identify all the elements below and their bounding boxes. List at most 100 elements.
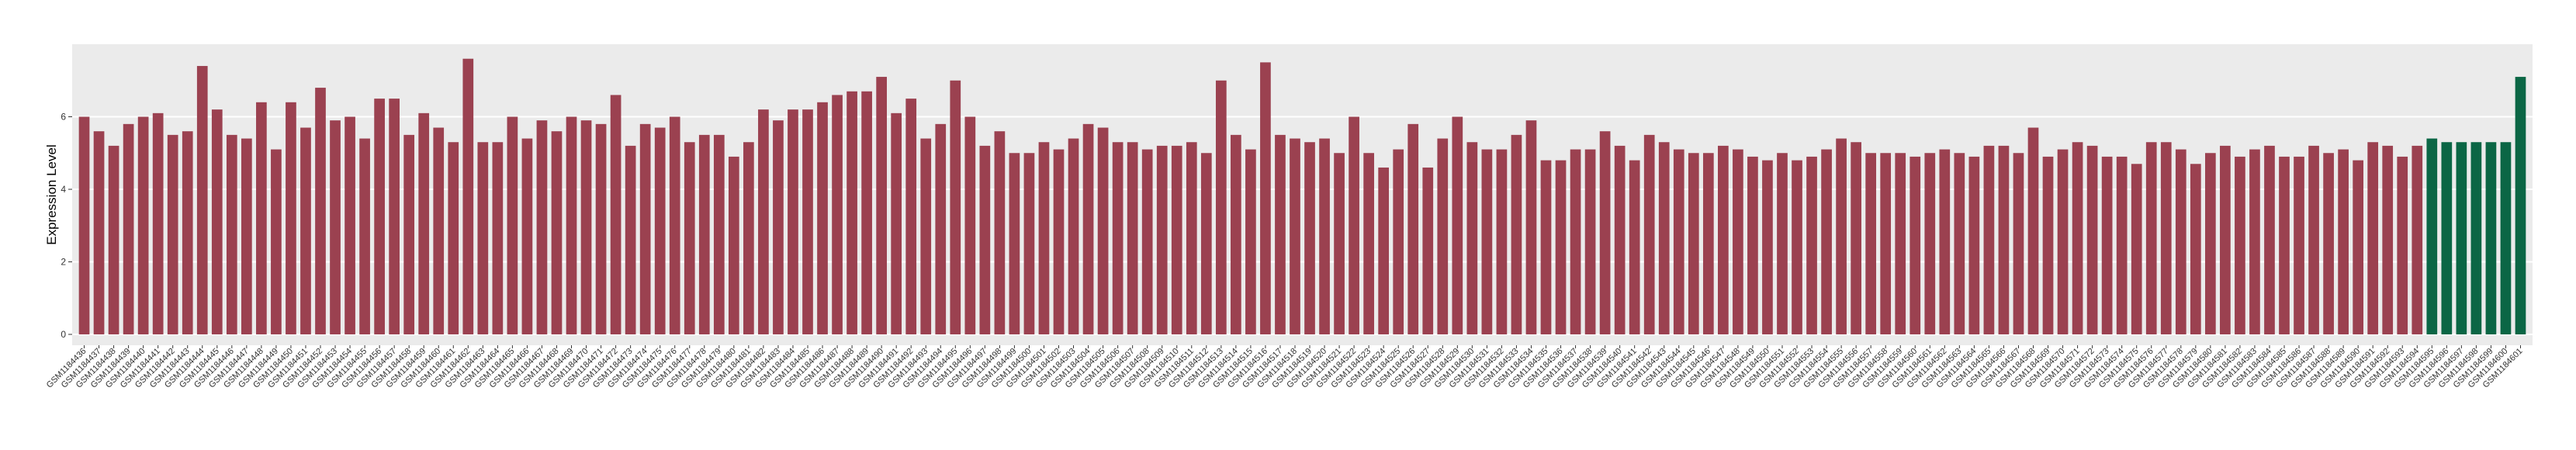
bar (78, 116, 90, 334)
bar (2249, 149, 2260, 334)
bar (359, 138, 370, 334)
bar (773, 120, 784, 334)
bar (2515, 77, 2526, 334)
bar (1954, 153, 1965, 334)
bar (389, 99, 400, 334)
bar (300, 127, 311, 334)
bar (345, 116, 355, 334)
bar (2308, 145, 2319, 334)
bar (566, 116, 577, 334)
bar (2027, 127, 2039, 334)
bar (2175, 149, 2186, 334)
bar (610, 95, 621, 334)
bar (2145, 142, 2157, 334)
bar (2279, 156, 2290, 334)
bar (625, 145, 636, 334)
bar (2397, 156, 2408, 334)
bar (1452, 116, 1463, 334)
bar (152, 112, 164, 334)
bar (403, 134, 415, 334)
bar (330, 120, 341, 334)
bar (920, 138, 932, 334)
bar (137, 116, 149, 334)
bar (1584, 149, 1596, 334)
bar (1983, 145, 1995, 334)
bar (1496, 149, 1508, 334)
bar (2367, 142, 2379, 334)
bar (964, 116, 976, 334)
bar (2470, 142, 2482, 334)
bar (1998, 145, 2010, 334)
bar (713, 134, 725, 334)
bar (2353, 160, 2364, 334)
bar (182, 131, 193, 334)
bar (684, 142, 695, 334)
bar (1821, 149, 1832, 334)
bar (2205, 153, 2216, 334)
bar (1658, 142, 1670, 334)
bar (1968, 156, 1980, 334)
bar (2160, 142, 2172, 334)
bar (108, 145, 119, 334)
bar (979, 145, 991, 334)
bar (1865, 153, 1877, 334)
bar (374, 99, 385, 334)
bar (1097, 127, 1109, 334)
bar (994, 131, 1006, 334)
bar (935, 123, 947, 334)
bar (2264, 145, 2275, 334)
bar (1555, 160, 1567, 334)
bar (1393, 149, 1404, 334)
bar (950, 80, 961, 334)
bar (1260, 62, 1271, 334)
bar (2131, 164, 2142, 334)
bar (1909, 156, 1921, 334)
bar (196, 66, 208, 334)
bar (669, 116, 680, 334)
bar (1614, 145, 1626, 334)
bar (433, 127, 445, 334)
bar (1363, 153, 1374, 334)
bar (2013, 153, 2024, 334)
bar (1599, 131, 1611, 334)
bar (861, 91, 872, 334)
bar (2426, 138, 2438, 334)
bar (2412, 145, 2423, 334)
bar (1437, 138, 1449, 334)
bar (1466, 142, 1478, 334)
bar (492, 142, 504, 334)
bar (2441, 142, 2453, 334)
bar (448, 142, 459, 334)
bar (1673, 149, 1684, 334)
bar (817, 102, 828, 334)
bar (1275, 134, 1286, 334)
bar (743, 142, 754, 334)
bar (1777, 153, 1788, 334)
bar (847, 91, 857, 334)
bar (256, 102, 267, 334)
bar (2086, 145, 2098, 334)
bar (2042, 156, 2054, 334)
bar (1747, 156, 1758, 334)
bar (1215, 80, 1227, 334)
bar (1023, 153, 1035, 334)
bar (2057, 149, 2069, 334)
bar (1319, 138, 1330, 334)
bar (1702, 153, 1714, 334)
bar (1481, 149, 1493, 334)
bar (1127, 142, 1138, 334)
bar (211, 109, 223, 334)
bar (1570, 149, 1581, 334)
bar (226, 134, 237, 334)
bar (2382, 145, 2394, 334)
bar (1171, 145, 1182, 334)
bar (876, 77, 887, 334)
bar (241, 138, 252, 334)
bar (2338, 149, 2349, 334)
bar (1378, 167, 1390, 334)
bar (1643, 134, 1655, 334)
bar (286, 102, 296, 334)
bar (580, 120, 592, 334)
bar (521, 138, 533, 334)
